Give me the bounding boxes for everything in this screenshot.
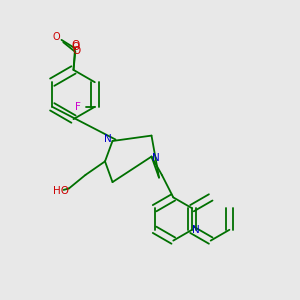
Text: HO: HO [53,186,70,196]
Text: N: N [192,225,200,235]
Text: O: O [52,32,60,43]
Text: F: F [75,102,81,112]
Text: O: O [73,46,81,56]
Text: N: N [104,134,112,145]
Text: N: N [152,153,160,163]
Text: O: O [72,40,80,50]
Text: O: O [71,42,79,52]
